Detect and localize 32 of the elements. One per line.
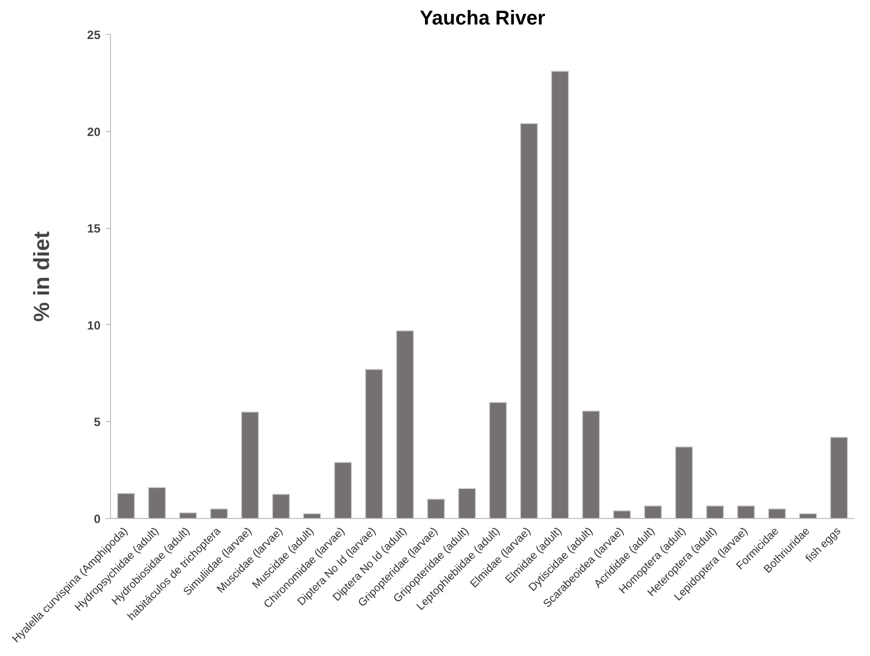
y-tick-label: 25 — [87, 28, 101, 42]
bar — [302, 513, 322, 518]
bar — [644, 505, 662, 518]
bar — [674, 446, 694, 518]
bar — [736, 505, 756, 518]
bar — [240, 412, 260, 518]
bar — [396, 330, 414, 518]
y-axis-title: % in diet — [29, 230, 54, 322]
bar — [550, 70, 570, 518]
bar — [272, 494, 290, 518]
y-tick-label: 20 — [87, 124, 101, 139]
bar — [426, 498, 446, 518]
bar — [178, 512, 198, 518]
bar — [768, 508, 786, 518]
bar — [582, 410, 600, 518]
bar — [830, 436, 848, 518]
bar — [364, 368, 384, 518]
bar — [488, 402, 508, 518]
bar — [706, 505, 724, 518]
bar — [210, 508, 228, 518]
bar — [116, 492, 136, 518]
bar — [612, 510, 632, 518]
y-tick-label: 5 — [94, 415, 101, 430]
y-tick-label: 0 — [94, 512, 101, 526]
bar — [458, 488, 476, 518]
bar — [148, 487, 166, 518]
y-tick-label: 15 — [87, 222, 101, 236]
chart-title: Yaucha River — [420, 8, 546, 30]
y-tick-label: 10 — [87, 318, 101, 332]
bar — [520, 123, 538, 518]
bar — [798, 513, 818, 518]
bar — [334, 462, 352, 518]
